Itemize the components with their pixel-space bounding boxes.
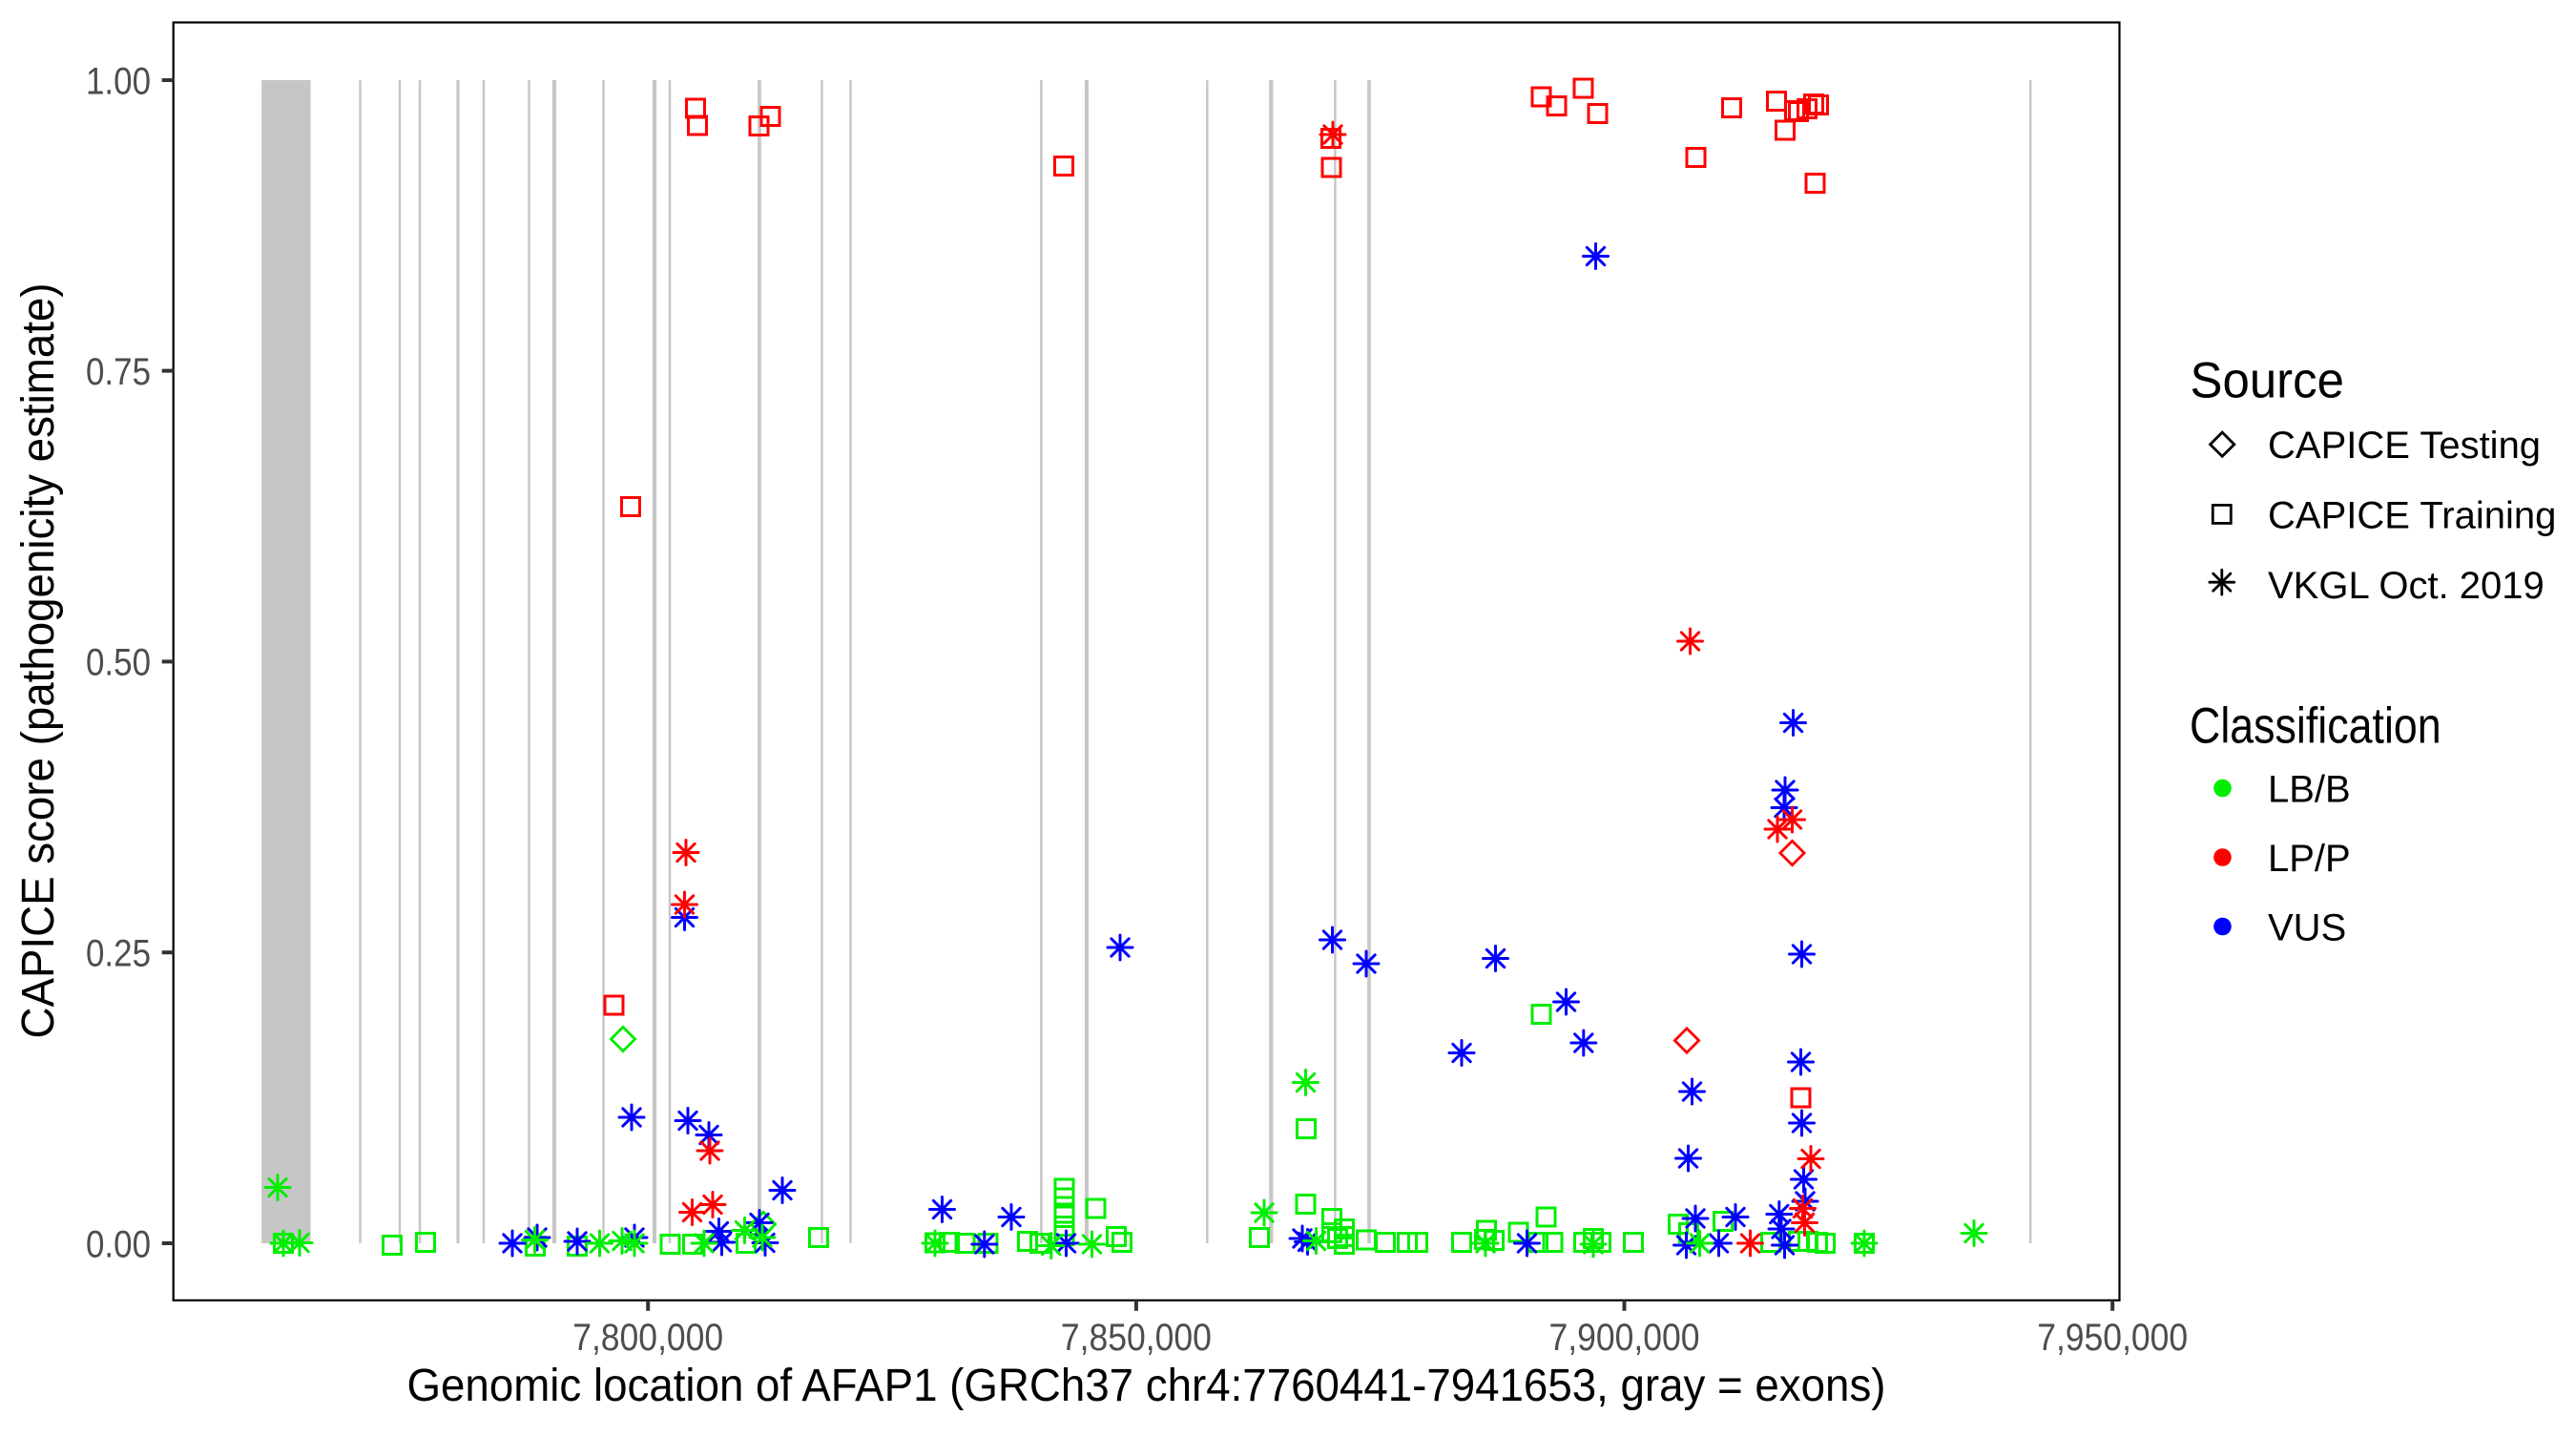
svg-text:1.00: 1.00 (86, 60, 151, 102)
svg-text:VUS: VUS (2268, 906, 2346, 948)
svg-text:7,850,000: 7,850,000 (1061, 1317, 1212, 1359)
svg-text:0.75: 0.75 (86, 351, 151, 393)
svg-text:LP/P: LP/P (2268, 838, 2351, 880)
svg-text:CAPICE score (pathogenicity es: CAPICE score (pathogenicity estimate) (13, 283, 64, 1039)
svg-text:7,900,000: 7,900,000 (1549, 1317, 1700, 1359)
svg-text:CAPICE Training: CAPICE Training (2268, 494, 2556, 536)
svg-text:7,800,000: 7,800,000 (572, 1317, 723, 1359)
svg-text:0.25: 0.25 (86, 933, 151, 975)
svg-text:VKGL Oct. 2019: VKGL Oct. 2019 (2268, 565, 2545, 607)
svg-text:7,950,000: 7,950,000 (2037, 1317, 2188, 1359)
svg-text:0.00: 0.00 (86, 1223, 151, 1265)
svg-text:0.50: 0.50 (86, 642, 151, 684)
svg-text:Classification: Classification (2190, 698, 2441, 755)
svg-text:LB/B: LB/B (2268, 768, 2351, 810)
svg-text:Source: Source (2191, 353, 2345, 409)
svg-text:Genomic location of AFAP1 (GRC: Genomic location of AFAP1 (GRCh37 chr4:7… (407, 1361, 1886, 1411)
svg-text:CAPICE Testing: CAPICE Testing (2268, 425, 2541, 467)
